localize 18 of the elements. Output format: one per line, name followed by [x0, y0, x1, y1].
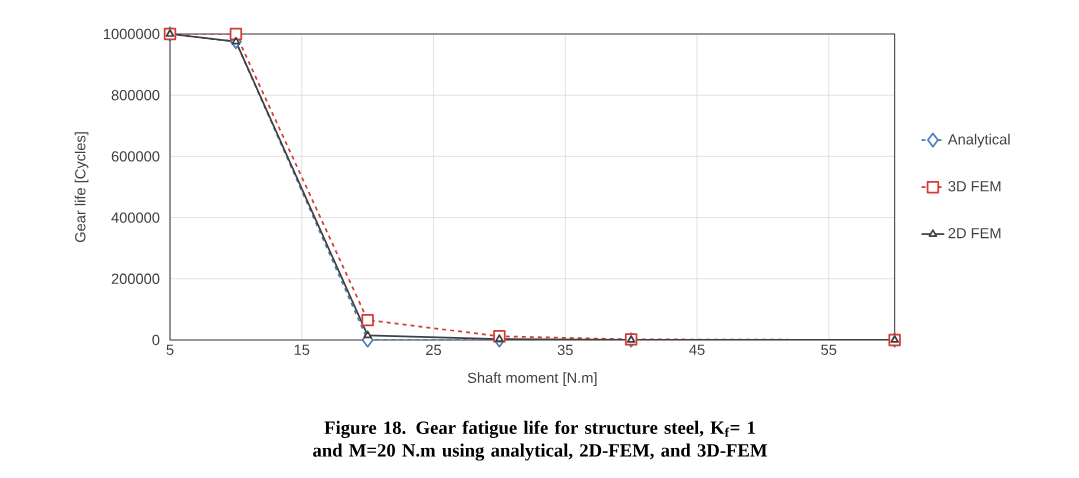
x-tick-label: 5: [166, 344, 174, 355]
x-tick-label: 35: [557, 344, 573, 356]
y-tick-label: 400000: [111, 212, 160, 223]
y-tick-label: 600000: [111, 151, 160, 162]
y-tick-label: 0: [152, 334, 160, 346]
legend-label: 3D FEM: [948, 181, 1001, 192]
y-tick-label: 200000: [111, 273, 160, 284]
y-tick-label: 1000000: [103, 28, 160, 40]
x-axis-title: Shaft moment [N.m]: [467, 372, 597, 386]
x-tick-label: 55: [821, 344, 837, 355]
legend-label: 2D FEM: [948, 227, 1001, 239]
x-tick-label: 25: [426, 344, 442, 356]
y-axis-title: Gear life [Cycles]: [74, 132, 89, 243]
legend-label: Analytical: [947, 133, 1010, 148]
x-tick-label: 45: [689, 344, 705, 355]
y-tick-label: 800000: [111, 90, 160, 101]
x-tick-label: 15: [294, 344, 310, 355]
text: Figure 18. Gear fatigue life for structure steel, K$_{f}$= 1 and M=20 N.m using analytical, 2D-FEM, and 3D-FEM: [313, 420, 767, 461]
